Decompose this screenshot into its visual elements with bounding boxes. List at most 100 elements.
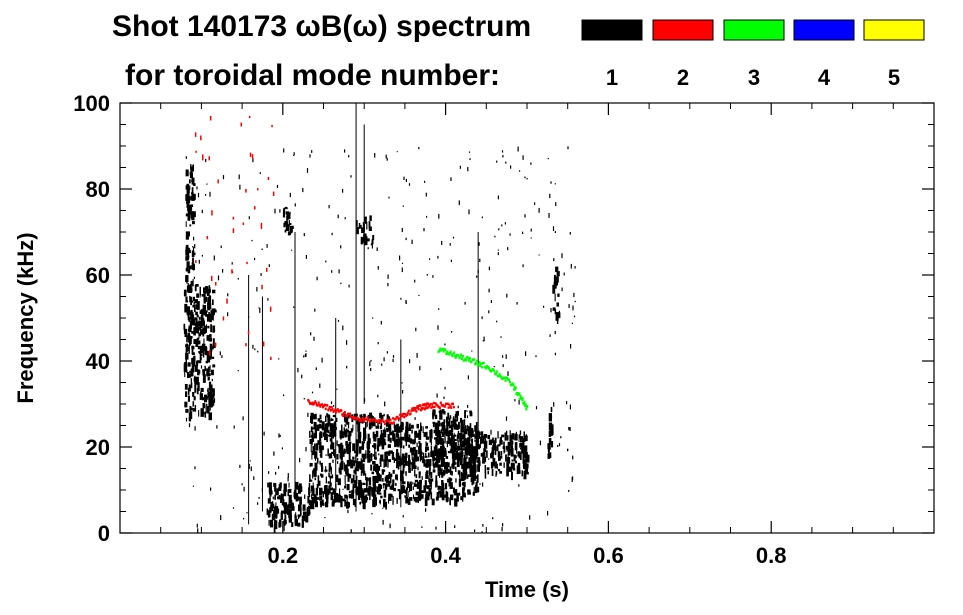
x-tick-label: 0.2 bbox=[268, 543, 299, 568]
heatmap-cell-mode-1 bbox=[413, 483, 416, 487]
heatmap-cell-mode-1 bbox=[202, 397, 205, 401]
heatmap-cell-mode-3 bbox=[461, 355, 464, 358]
heatmap-cell-mode-2 bbox=[321, 403, 324, 406]
heatmap-cell-mode-1 bbox=[330, 425, 333, 432]
heatmap-cell-mode-1 bbox=[313, 421, 317, 430]
heatmap-cell-mode-1 bbox=[379, 499, 381, 505]
heatmap-cell-mode-1 bbox=[185, 249, 189, 256]
heatmap-cell-mode-1 bbox=[557, 293, 560, 297]
heatmap-cell-mode-1 bbox=[366, 478, 369, 481]
heatmap-speck-mode-1 bbox=[421, 526, 423, 528]
heatmap-cell-mode-2 bbox=[398, 417, 401, 420]
heatmap-cell-mode-1 bbox=[418, 471, 421, 475]
heatmap-cell-mode-1 bbox=[503, 462, 505, 468]
heatmap-speck-mode-1 bbox=[370, 359, 372, 362]
heatmap-speck-mode-1 bbox=[481, 531, 483, 533]
heatmap-cell-mode-1 bbox=[207, 297, 210, 306]
heatmap-cell-mode-1 bbox=[194, 284, 197, 292]
heatmap-speck-mode-1 bbox=[476, 275, 478, 278]
heatmap-cell-mode-1 bbox=[191, 262, 194, 270]
heatmap-cell-mode-1 bbox=[357, 469, 359, 472]
heatmap-cell-mode-1 bbox=[356, 462, 359, 472]
heatmap-cell-mode-3 bbox=[495, 370, 498, 373]
heatmap-cell-mode-1 bbox=[394, 439, 397, 448]
heatmap-cell-mode-1 bbox=[433, 429, 437, 433]
heatmap-cell-mode-1 bbox=[186, 191, 190, 196]
heatmap-cell-mode-2 bbox=[195, 260, 197, 263]
heatmap-cell-mode-1 bbox=[354, 502, 357, 507]
heatmap-cell-mode-3 bbox=[480, 362, 483, 365]
heatmap-cell-mode-2 bbox=[247, 330, 250, 335]
heatmap-speck-mode-1 bbox=[253, 476, 255, 480]
heatmap-speck-mode-1 bbox=[328, 204, 330, 209]
heatmap-speck-mode-1 bbox=[222, 175, 225, 180]
heatmap-cell-mode-1 bbox=[443, 482, 444, 491]
heatmap-cell-mode-1 bbox=[280, 494, 284, 501]
heatmap-cell-mode-1 bbox=[352, 483, 355, 488]
heatmap-cell-mode-1 bbox=[267, 498, 271, 504]
heatmap-cell-mode-1 bbox=[363, 413, 365, 423]
heatmap-speck-mode-1 bbox=[340, 282, 342, 285]
heatmap-speck-mode-1 bbox=[221, 355, 223, 358]
heatmap-cell-mode-1 bbox=[347, 435, 351, 441]
heatmap-cell-mode-1 bbox=[195, 326, 199, 331]
heatmap-cell-mode-1 bbox=[472, 458, 476, 467]
heatmap-cell-mode-1 bbox=[503, 446, 506, 452]
heatmap-cell-mode-1 bbox=[339, 488, 341, 496]
heatmap-speck-mode-1 bbox=[401, 262, 404, 264]
heatmap-cell-mode-1 bbox=[387, 416, 391, 420]
heatmap-cell-mode-1 bbox=[373, 476, 378, 479]
heatmap-cell-mode-2 bbox=[403, 415, 406, 419]
heatmap-cell-mode-3 bbox=[448, 351, 451, 355]
heatmap-cell-mode-2 bbox=[446, 402, 449, 405]
heatmap-cell-mode-2 bbox=[432, 401, 435, 405]
heatmap-cell-mode-2 bbox=[200, 135, 202, 141]
heatmap-cell-mode-1 bbox=[185, 296, 188, 303]
heatmap-speck-mode-1 bbox=[516, 302, 518, 305]
heatmap-cell-mode-1 bbox=[283, 518, 286, 526]
heatmap-cell-mode-1 bbox=[421, 490, 425, 494]
heatmap-cell-mode-1 bbox=[450, 478, 452, 483]
legend-swatch-mode-1 bbox=[581, 19, 643, 41]
heatmap-cell-mode-1 bbox=[189, 411, 193, 419]
heatmap-cell-mode-1 bbox=[408, 434, 411, 443]
heatmap-cell-mode-1 bbox=[523, 470, 527, 480]
heatmap-speck-mode-1 bbox=[414, 279, 416, 283]
heatmap-cell-mode-1 bbox=[346, 460, 350, 467]
heatmap-cell-mode-1 bbox=[451, 470, 453, 476]
heatmap-speck-mode-1 bbox=[435, 526, 437, 530]
heatmap-speck-mode-1 bbox=[468, 151, 471, 153]
x-axis-title: Time (s) bbox=[485, 577, 569, 602]
heatmap-cell-mode-2 bbox=[425, 402, 428, 405]
heatmap-cell-mode-1 bbox=[212, 327, 215, 332]
heatmap-cell-mode-1 bbox=[413, 456, 416, 460]
heatmap-speck-mode-1 bbox=[305, 255, 307, 259]
heatmap-speck-mode-1 bbox=[188, 417, 190, 420]
heatmap-cell-mode-1 bbox=[414, 449, 418, 459]
heatmap-cell-mode-1 bbox=[334, 494, 339, 502]
heatmap-speck-mode-1 bbox=[405, 436, 407, 441]
heatmap-cell-mode-2 bbox=[391, 422, 394, 425]
heatmap-speck-mode-1 bbox=[316, 276, 318, 281]
heatmap-cell-mode-1 bbox=[411, 424, 414, 429]
heatmap-cell-mode-1 bbox=[192, 164, 194, 172]
heatmap-cell-mode-1 bbox=[412, 439, 416, 445]
heatmap-cell-mode-1 bbox=[294, 489, 297, 494]
heatmap-cell-mode-1 bbox=[437, 464, 441, 472]
heatmap-speck-mode-1 bbox=[550, 308, 552, 313]
heatmap-cell-mode-1 bbox=[206, 406, 210, 414]
heatmap-cell-mode-3 bbox=[454, 356, 457, 359]
heatmap-cell-mode-2 bbox=[447, 406, 450, 409]
heatmap-cell-mode-1 bbox=[452, 445, 456, 451]
y-axis-title: Frequency (kHz) bbox=[13, 232, 38, 403]
heatmap-speck-mode-1 bbox=[260, 273, 262, 276]
spectrogram-heatmap bbox=[183, 103, 576, 533]
heatmap-cell-mode-1 bbox=[385, 483, 388, 487]
heatmap-cell-mode-1 bbox=[330, 467, 332, 475]
heatmap-cell-mode-3 bbox=[522, 402, 525, 406]
heatmap-speck-mode-1 bbox=[530, 228, 532, 232]
heatmap-cell-mode-1 bbox=[299, 509, 302, 516]
heatmap-cell-mode-1 bbox=[552, 284, 556, 294]
heatmap-cell-mode-1 bbox=[414, 469, 416, 477]
heatmap-cell-mode-1 bbox=[310, 435, 314, 438]
